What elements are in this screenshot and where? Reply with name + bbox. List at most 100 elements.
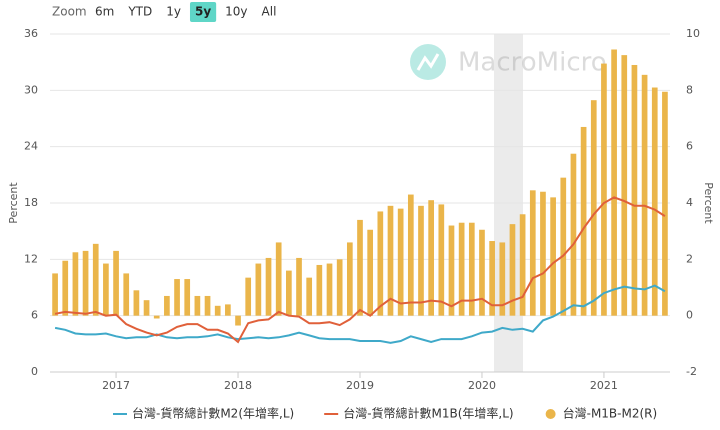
bar [336, 259, 343, 316]
legend-symbol [545, 409, 556, 419]
legend-label: 台灣-貨幣總計數M1B(年增率,L) [343, 406, 513, 421]
y2-axis-label: Percent [702, 182, 715, 224]
bar [194, 295, 201, 316]
zoom-button[interactable]: 1y [161, 2, 186, 22]
bar [204, 295, 211, 316]
x-tick-label: 2017 [102, 379, 130, 392]
zoom-button[interactable]: 6m [90, 2, 119, 22]
bar [143, 300, 150, 316]
y2-tick-label: 0 [686, 309, 693, 322]
y-tick-label: 6 [31, 309, 38, 322]
bar [326, 263, 333, 316]
bar [103, 263, 109, 316]
legend-item: 台灣-貨幣總計數M2(年增率,L) [113, 406, 294, 421]
bar [377, 211, 384, 316]
x-tick-label: 2020 [468, 379, 496, 392]
bar [418, 205, 424, 316]
bar [225, 304, 231, 316]
bar [407, 194, 414, 316]
bar [438, 204, 445, 316]
y-tick-label: 30 [24, 83, 38, 96]
bar [275, 242, 282, 316]
bar [62, 260, 69, 316]
zoom-button[interactable]: 10y [220, 2, 252, 22]
bar [448, 225, 455, 316]
bar [367, 229, 374, 316]
legend-item: 台灣-貨幣總計數M1B(年增率,L) [324, 406, 514, 421]
bar [580, 126, 587, 316]
bar [82, 250, 89, 316]
y2-tick-label: 2 [686, 252, 693, 265]
bar [316, 264, 323, 316]
bar [509, 224, 516, 316]
watermark-logo [410, 44, 446, 80]
bar [174, 279, 180, 316]
bar [357, 219, 363, 316]
zoom-button[interactable]: YTD [123, 2, 157, 22]
zoom-button-label: 5y [195, 5, 211, 19]
bar [397, 208, 404, 316]
bar [92, 243, 99, 316]
bar [570, 153, 577, 316]
bar [113, 250, 119, 316]
bar [651, 87, 658, 316]
zoom-button-label: All [262, 5, 277, 19]
y2-tick-label: 10 [686, 27, 700, 40]
y-tick-label: 24 [24, 140, 38, 153]
bar [286, 270, 292, 316]
zoom-button-label: 10y [225, 5, 247, 19]
watermark-logo-line [416, 53, 440, 71]
zoom-button[interactable]: 5y [189, 2, 217, 22]
y2-tick-label: -2 [686, 365, 697, 378]
bar [245, 277, 252, 316]
y-tick-label: 0 [31, 365, 38, 378]
watermark-text: MacroMicro [458, 48, 607, 78]
bar [133, 290, 140, 316]
bar [489, 241, 495, 316]
zoom-button-label: 1y [166, 5, 181, 19]
bar [590, 100, 597, 316]
bar [296, 257, 302, 316]
bar [346, 242, 353, 316]
x-tick-label: 2019 [346, 379, 374, 392]
bar [550, 197, 556, 316]
legend-label: 台灣-M1B-M2(R) [563, 406, 658, 421]
bar [235, 315, 241, 326]
bar [255, 263, 262, 316]
legend-item: 台灣-M1B-M2(R) [545, 406, 658, 421]
bar [164, 295, 170, 316]
bar [214, 305, 221, 316]
x-tick-label: 2018 [224, 379, 252, 392]
bar [611, 49, 617, 316]
bar [72, 252, 79, 316]
bar [621, 55, 628, 316]
y2-tick-label: 6 [686, 140, 693, 153]
bar [184, 279, 191, 316]
y2-tick-label: 8 [686, 83, 693, 96]
zoom-button-label: 6m [95, 5, 114, 19]
x-tick-label: 2021 [590, 379, 618, 392]
legend-label: 台灣-貨幣總計數M2(年增率,L) [132, 406, 294, 421]
bar [468, 222, 475, 316]
bar [499, 242, 506, 316]
zoom-button-label: YTD [127, 5, 152, 19]
line [54, 196, 666, 344]
zoom-button[interactable]: All [257, 2, 282, 22]
y-tick-label: 18 [24, 196, 38, 209]
y-tick-label: 12 [24, 252, 38, 265]
bar [153, 315, 160, 319]
bar [662, 91, 668, 316]
bar [52, 273, 58, 316]
bar [529, 190, 536, 316]
zoom-label: Zoom [52, 5, 87, 19]
y-tick-label: 36 [24, 27, 38, 40]
bar [306, 277, 313, 316]
bar [601, 63, 607, 316]
bar [519, 214, 526, 316]
bar [428, 200, 434, 316]
watermark: MacroMicro [410, 44, 607, 80]
bar [123, 273, 130, 316]
bar [265, 257, 272, 316]
bar [641, 74, 648, 316]
